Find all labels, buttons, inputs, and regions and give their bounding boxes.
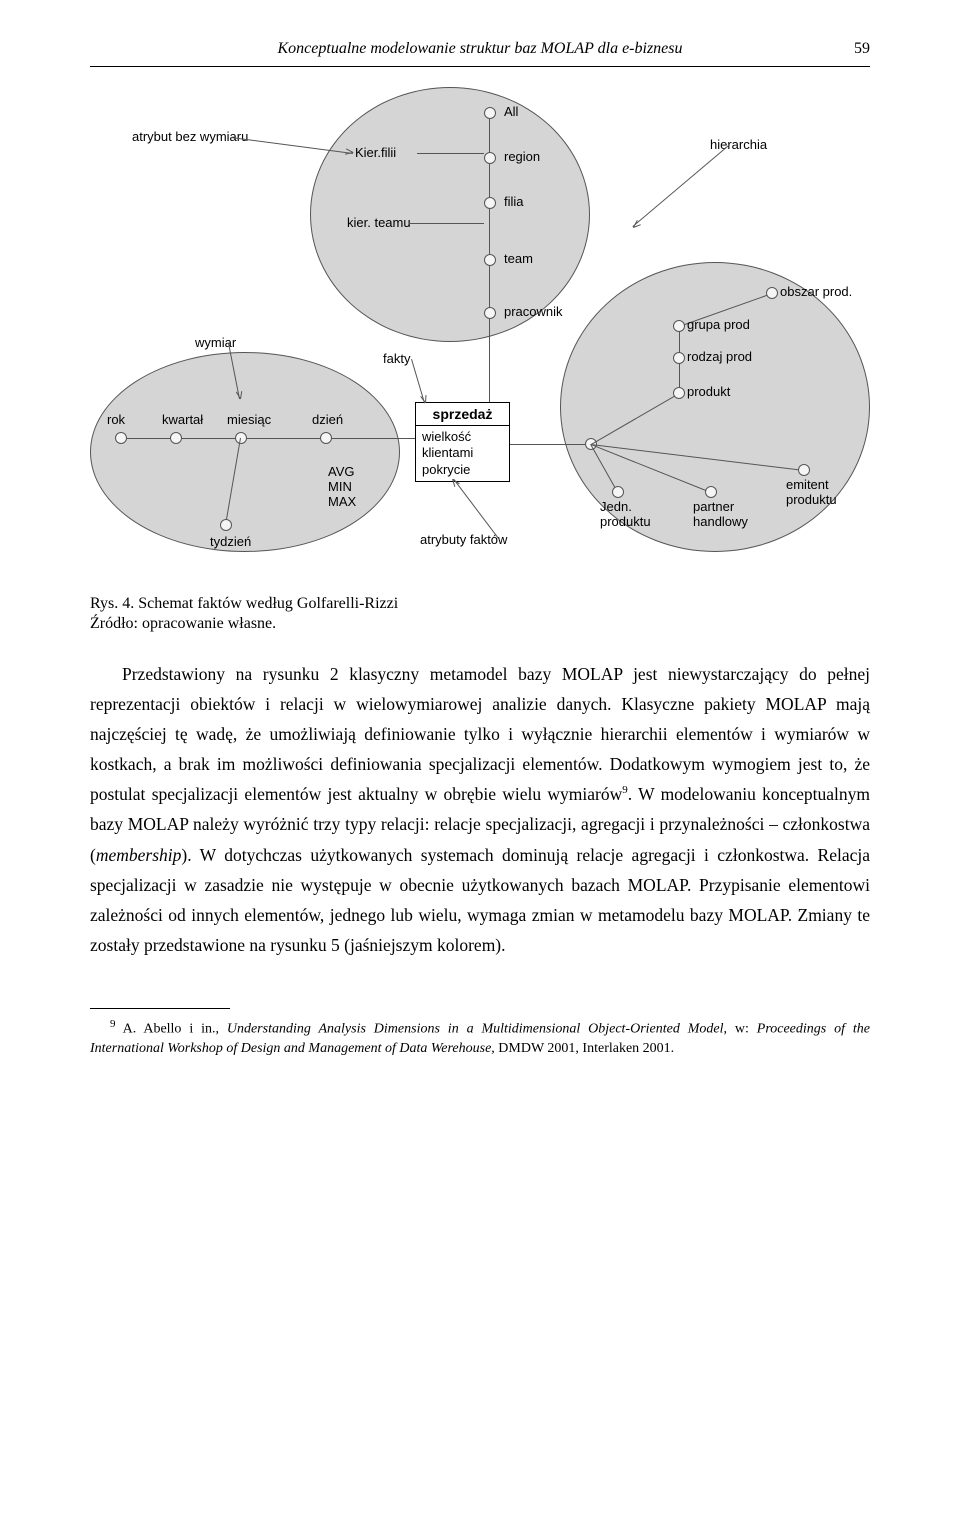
down-label: Jedn.produktu xyxy=(600,500,651,530)
prod-node xyxy=(673,387,685,399)
membership-italic: membership xyxy=(96,845,182,865)
prod-node xyxy=(673,320,685,332)
prod-label: produkt xyxy=(687,384,730,399)
hier-node xyxy=(484,107,496,119)
footnote: 9 A. Abello i in., Understanding Analysi… xyxy=(90,1017,870,1059)
fact-schema-diagram: All region filia team pracownik Kier.filii kie… xyxy=(90,87,870,577)
annotation: fakty xyxy=(383,351,410,366)
diagram-line xyxy=(489,260,490,313)
para-part3: ). W dotychczas użytkowanych systemach d… xyxy=(90,845,870,955)
hier-label: filia xyxy=(504,194,524,209)
diagram-line xyxy=(409,223,484,224)
footnote-tail: , DMDW 2001, Interlaken 2001. xyxy=(491,1041,674,1056)
prod-label: grupa prod xyxy=(687,317,750,332)
diagram-line xyxy=(121,438,176,439)
hier-label: region xyxy=(504,149,540,164)
footnote-mid: , w: xyxy=(724,1022,757,1037)
hier-label: team xyxy=(504,251,533,266)
body-paragraph: Przedstawiony na rysunku 2 klasyczny met… xyxy=(90,659,870,960)
diagram-line xyxy=(417,153,484,154)
hier-label: All xyxy=(504,104,518,119)
diagram-line xyxy=(510,444,591,445)
time-label: miesiąc xyxy=(227,412,271,427)
fact-box: sprzedażwielkośćklientamipokrycie xyxy=(415,402,510,482)
time-node xyxy=(320,432,332,444)
running-header: Konceptualne modelowanie struktur baz MO… xyxy=(90,40,870,67)
footnote-lead: A. Abello i in., xyxy=(123,1022,227,1037)
hier-node xyxy=(484,197,496,209)
prod-node xyxy=(673,352,685,364)
figure-source: Źródło: opracowanie własne. xyxy=(90,615,870,633)
aggregate-labels: AVGMINMAX xyxy=(328,465,356,510)
prod-label: rodzaj prod xyxy=(687,349,752,364)
diagram-line xyxy=(411,359,425,403)
time-node xyxy=(115,432,127,444)
hier-node xyxy=(484,254,496,266)
running-title: Konceptualne modelowanie struktur baz MO… xyxy=(278,40,683,57)
page-number: 59 xyxy=(854,40,870,58)
hier-node xyxy=(484,152,496,164)
time-node xyxy=(235,432,247,444)
down-node xyxy=(798,464,810,476)
side-label: kier. teamu xyxy=(347,215,411,230)
diagram-ellipse-left xyxy=(90,352,400,552)
footnote-num: 9 xyxy=(110,1018,116,1030)
hier-node xyxy=(484,307,496,319)
diagram-line xyxy=(326,438,415,439)
time-node xyxy=(170,432,182,444)
down-node xyxy=(612,486,624,498)
down-label: emitentproduktu xyxy=(786,478,837,508)
figure-caption: Rys. 4. Schemat faktów według Golfarelli… xyxy=(90,595,870,613)
time-label: kwartał xyxy=(162,412,203,427)
week-node xyxy=(220,519,232,531)
diagram-line xyxy=(241,438,326,439)
diagram-line xyxy=(632,144,730,227)
footnote-title: Understanding Analysis Dimensions in a M… xyxy=(227,1022,724,1037)
down-label: partnerhandlowy xyxy=(693,500,748,530)
footnote-rule xyxy=(90,1008,230,1009)
diagram-line xyxy=(176,438,241,439)
diagram-line xyxy=(489,203,490,260)
diagram-line xyxy=(489,313,490,402)
prod-label: obszar prod. xyxy=(780,284,852,299)
week-label: tydzień xyxy=(210,534,251,549)
down-node xyxy=(705,486,717,498)
diagram-line xyxy=(453,478,500,540)
time-label: dzień xyxy=(312,412,343,427)
prod-node xyxy=(766,287,778,299)
side-label: Kier.filii xyxy=(355,145,396,160)
hier-label: pracownik xyxy=(504,304,563,319)
time-label: rok xyxy=(107,412,125,427)
annotation: hierarchia xyxy=(710,137,767,152)
